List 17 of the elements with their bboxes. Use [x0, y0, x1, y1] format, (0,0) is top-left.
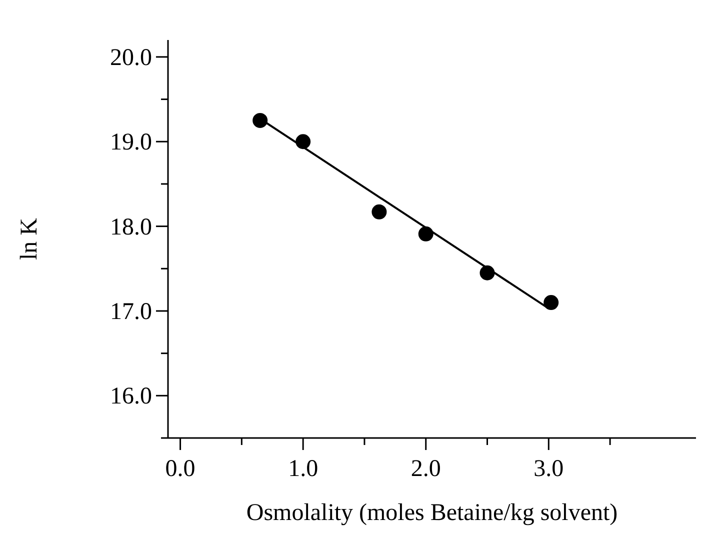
point	[252, 112, 268, 128]
x-tick-label: 2.0	[410, 456, 441, 482]
point	[372, 204, 387, 220]
point	[544, 295, 559, 310]
x-tick-label: 3.0	[534, 456, 564, 482]
y-tick-label: 20.0	[110, 44, 152, 71]
y-axis-title: ln K	[16, 217, 43, 260]
point	[296, 134, 311, 150]
point	[480, 265, 495, 280]
x-tick-label: 1.0	[288, 456, 318, 482]
x-axis-title: Osmolality (moles Betaine/kg solvent)	[246, 500, 618, 526]
y-tick-label: 19.0	[110, 130, 152, 156]
x-tick-label: 0.0	[165, 456, 196, 482]
y-tick-label: 17.0	[110, 298, 152, 325]
point	[418, 226, 434, 242]
y-tick-label: 16.0	[110, 384, 152, 410]
y-tick-label: 18.0	[110, 214, 152, 240]
